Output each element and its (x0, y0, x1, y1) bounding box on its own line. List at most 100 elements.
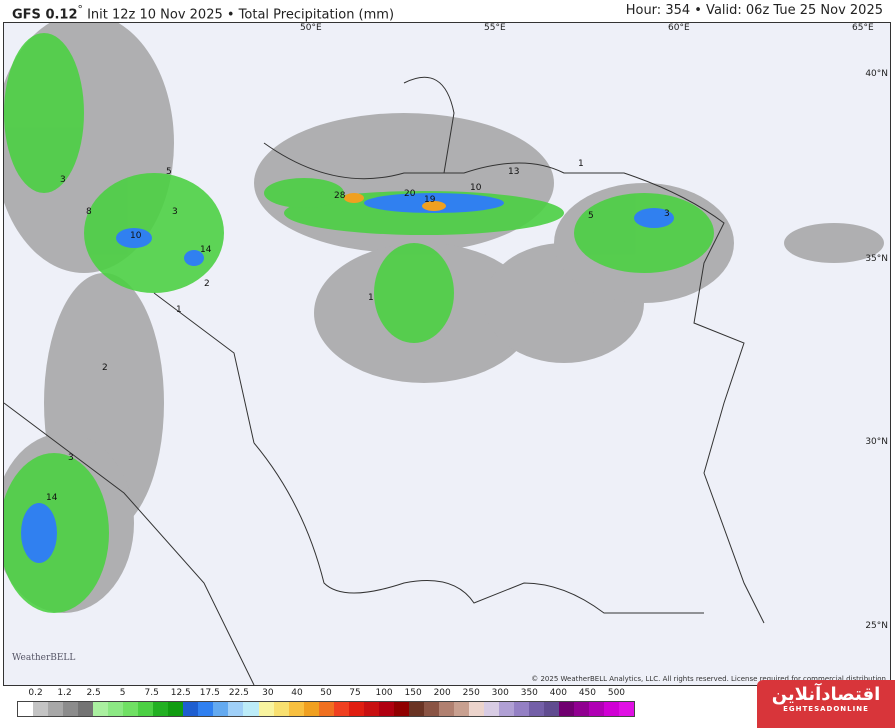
legend-swatch (408, 702, 424, 716)
legend-swatch (273, 702, 289, 716)
legend-swatch (393, 702, 409, 716)
legend-swatch (18, 702, 34, 716)
legend-swatch (213, 702, 229, 716)
contour-label: 2 (102, 363, 108, 373)
legend-label: 7.5 (144, 688, 159, 698)
legend-labels: 0.2 1.2 2.5 5 7.5 12.5 17.5 22.5 30 40 50 75 100 150 2… (17, 688, 635, 701)
legend-swatch (258, 702, 274, 716)
legend-swatch (318, 702, 334, 716)
model-name: GFS 0.12 (12, 7, 78, 23)
contour-label: 3 (60, 175, 66, 185)
copyright-text: © 2025 WeatherBELL Analytics, LLC. All r… (531, 675, 886, 683)
legend-swatch (78, 702, 94, 716)
eghtesadonline-logo: اقتصادآنلاین EGHTESADONLINE (757, 680, 895, 728)
legend-label: 0.2 (28, 688, 43, 698)
legend-label: 500 (607, 688, 626, 698)
legend-swatch (468, 702, 484, 716)
legend-label: 12.5 (170, 688, 191, 698)
legend-swatch (604, 702, 620, 716)
init-and-variable: Init 12z 10 Nov 2025 • Total Precipitati… (82, 7, 395, 23)
lon-label: 60°E (668, 23, 690, 33)
legend-label: 2.5 (86, 688, 101, 698)
legend-label: 50 (320, 688, 332, 698)
legend-swatch (348, 702, 364, 716)
legend-swatch (168, 702, 184, 716)
legend-swatch (63, 702, 79, 716)
legend-swatch (619, 702, 635, 716)
legend-swatch (514, 702, 530, 716)
legend-label: 350 (520, 688, 538, 698)
contour-label: 19 (424, 195, 436, 205)
legend-label: 400 (549, 688, 567, 698)
contour-label: 3 (664, 209, 670, 219)
legend-swatch (243, 702, 259, 716)
lat-label: 35°N (865, 254, 888, 264)
contour-label: 3 (68, 453, 74, 463)
legend-swatch (153, 702, 169, 716)
legend-label: 200 (433, 688, 451, 698)
contour-label: 10 (470, 183, 482, 193)
map-graphics (4, 23, 884, 685)
legend-swatch (138, 702, 154, 716)
logo-en: EGHTESADONLINE (783, 705, 869, 713)
lat-label: 25°N (865, 621, 888, 631)
map-header: GFS 0.12° Init 12z 10 Nov 2025 • Total P… (0, 0, 895, 22)
legend-label: 100 (375, 688, 393, 698)
legend-swatch (363, 702, 379, 716)
lon-label: 50°E (300, 23, 322, 33)
legend-swatch (333, 702, 349, 716)
precipitation-map: 50°E 55°E 60°E 65°E 40°N 35°N 30°N 25°N … (3, 22, 891, 686)
legend-label: 5 (119, 688, 126, 698)
legend-colorbar (17, 701, 635, 717)
contour-label: 14 (46, 493, 58, 503)
contour-label: 5 (588, 211, 594, 221)
lon-label: 55°E (484, 23, 506, 33)
lat-label: 40°N (865, 69, 888, 79)
legend-swatch (589, 702, 605, 716)
weatherbell-watermark: WeatherBELL (12, 653, 76, 663)
legend-swatch (123, 702, 139, 716)
legend-swatch (228, 702, 244, 716)
legend-swatch (378, 702, 394, 716)
valid-time: Hour: 354 • Valid: 06z Tue 25 Nov 2025 (625, 3, 883, 18)
contour-label: 14 (200, 245, 212, 255)
legend-label: 150 (404, 688, 422, 698)
contour-label: 2 (204, 279, 210, 289)
degree-sign: ° (77, 3, 83, 16)
legend-label: 75 (349, 688, 361, 698)
legend-swatch (483, 702, 499, 716)
contour-label: 20 (404, 189, 416, 199)
legend-swatch (574, 702, 590, 716)
legend-swatch (453, 702, 469, 716)
legend-swatch (423, 702, 439, 716)
contour-label: 1 (578, 159, 584, 169)
legend-swatch (198, 702, 214, 716)
contour-label: 1 (176, 305, 182, 315)
legend-label: 450 (578, 688, 596, 698)
legend-swatch (108, 702, 124, 716)
legend-swatch (303, 702, 319, 716)
borders (4, 76, 765, 685)
legend-swatch (559, 702, 575, 716)
legend-label: 250 (462, 688, 480, 698)
color-legend: 0.2 1.2 2.5 5 7.5 12.5 17.5 22.5 30 40 50 75 100 150 2… (17, 688, 635, 728)
logo-fa: اقتصادآنلاین (771, 684, 881, 705)
contour-label: 3 (172, 207, 178, 217)
legend-swatch (544, 702, 560, 716)
contour-label: 8 (86, 207, 92, 217)
legend-label: 17.5 (199, 688, 220, 698)
legend-label: 22.5 (228, 688, 249, 698)
legend-swatch (438, 702, 454, 716)
legend-swatch (93, 702, 109, 716)
lon-label: 65°E (852, 23, 874, 33)
contour-label: 1 (368, 293, 374, 303)
legend-swatch (529, 702, 545, 716)
legend-label: 300 (491, 688, 509, 698)
contour-label: 28 (334, 191, 346, 201)
legend-label: 40 (291, 688, 303, 698)
legend-swatch (288, 702, 304, 716)
legend-label: 30 (262, 688, 274, 698)
legend-label: 1.2 (57, 688, 72, 698)
precip-heavy (344, 193, 446, 211)
map-title: GFS 0.12° Init 12z 10 Nov 2025 • Total P… (12, 3, 394, 22)
